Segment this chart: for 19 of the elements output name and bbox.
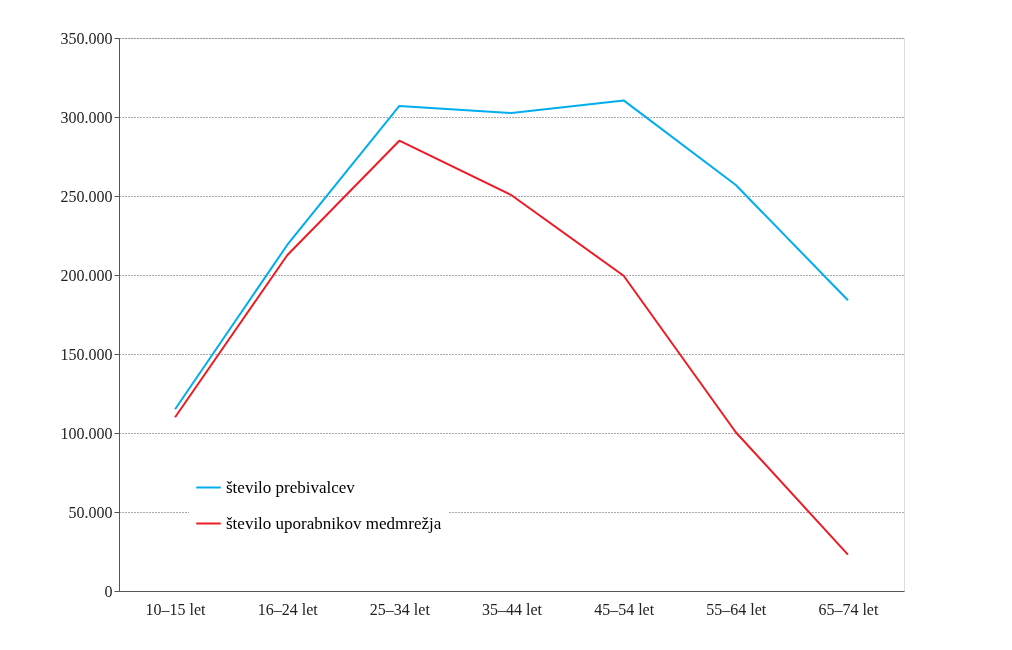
x-tick-label: 45–54 let [594,600,655,618]
legend-label: število prebivalcev [226,477,356,497]
legend-label: število uporabnikov medmrežja [226,513,442,533]
x-tick-label: 35–44 let [482,600,543,618]
y-tick-label: 100.000 [60,424,113,442]
y-tick-label: 350.000 [60,29,113,47]
x-tick-label: 25–34 let [369,600,431,618]
y-tick-label: 250.000 [60,187,113,205]
x-tick-label: 55–64 let [706,600,767,618]
x-tick-label: 65–74 let [818,600,879,618]
x-tick-label: 16–24 let [257,600,319,618]
y-tick-label: 200.000 [60,266,113,284]
y-tick-label: 0 [104,582,113,600]
line-series [174,99,849,411]
x-tick-label: 10–15 let [145,600,207,618]
y-tick-label: 150.000 [60,345,113,363]
y-tick-label: 300.000 [60,108,113,126]
y-tick-label: 50.000 [68,503,113,521]
line-series [174,139,849,556]
